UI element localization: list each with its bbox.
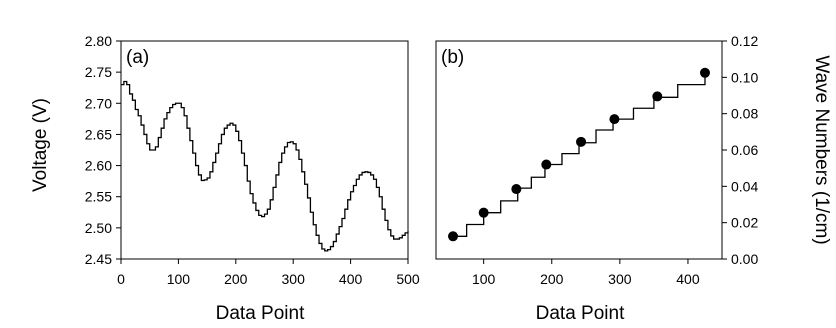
panel-a-y-tick-label: 2.50 (85, 220, 112, 236)
panel-b-data-point (609, 114, 620, 125)
panel-a-y-axis-title: Voltage (V) (30, 98, 51, 192)
panel-a-x-tick-label: 400 (339, 271, 363, 287)
panel-a-y-tick-label: 2.75 (85, 64, 112, 80)
panel-b-y-tick-label: 0.02 (731, 215, 758, 231)
panel-b-y-tick-label: 0.04 (731, 178, 758, 194)
panel-b-data-point (652, 91, 663, 102)
panel-a-y-tick-label: 2.55 (85, 189, 112, 205)
panel-b-y-axis-title: Wave Numbers (1/cm) (811, 55, 832, 244)
panel-b-series-line (453, 72, 706, 237)
panel-a-plot-frame (120, 40, 409, 260)
panel-a-label: (a) (126, 47, 149, 68)
panel-a-series-line (121, 80, 409, 252)
panel-a-y-tick-label: 2.65 (85, 126, 112, 142)
panel-a-y-tick-label: 2.45 (85, 251, 112, 267)
panel-b-x-axis-title: Data Point (536, 303, 625, 324)
panel-a-x-tick-label: 500 (396, 271, 420, 287)
panel-a-x-tick-label: 0 (117, 271, 125, 287)
panel-b-data-point (576, 136, 587, 147)
panel-b-y-tick-label: 0.06 (731, 142, 758, 158)
panel-a-y-tick-label: 2.60 (85, 158, 112, 174)
panel-b-data-point (448, 231, 459, 242)
panel-b-label: (b) (441, 47, 464, 68)
panel-a: 2.45 2.50 2.55 2.60 2.65 2.70 2.75 2.80 0 100 200 3… (85, 33, 420, 287)
panel-b-y-tick-label: 0.12 (731, 33, 758, 49)
panel-a-x-tick-label: 200 (224, 271, 248, 287)
panel-a-y-tick-label: 2.80 (85, 33, 112, 49)
panel-b-x-tick-label: 300 (608, 271, 632, 287)
panel-b-y-tick-label: 0.10 (731, 69, 758, 85)
panel-b-x-tick-label: 400 (676, 271, 700, 287)
panel-b-y-tick-label: 0.08 (731, 106, 758, 122)
panel-b-data-point (511, 184, 522, 195)
panel-b-y-tick-label: 0.00 (731, 251, 758, 267)
panel-b-x-tick-label: 100 (472, 271, 496, 287)
panel-a-x-axis-title: Data Point (216, 303, 305, 324)
panel-b-data-point (541, 159, 552, 170)
panel-b-data-point (478, 207, 489, 218)
panel-a-x-tick-label: 100 (167, 271, 191, 287)
panel-b-data-point (699, 67, 710, 78)
panel-a-x-tick-label: 300 (282, 271, 306, 287)
panel-b: 0.00 0.02 0.04 0.06 0.08 0.10 0.12 100 200 300 400… (435, 33, 758, 287)
panel-b-x-tick-label: 200 (540, 271, 564, 287)
panel-a-y-tick-label: 2.70 (85, 95, 112, 111)
